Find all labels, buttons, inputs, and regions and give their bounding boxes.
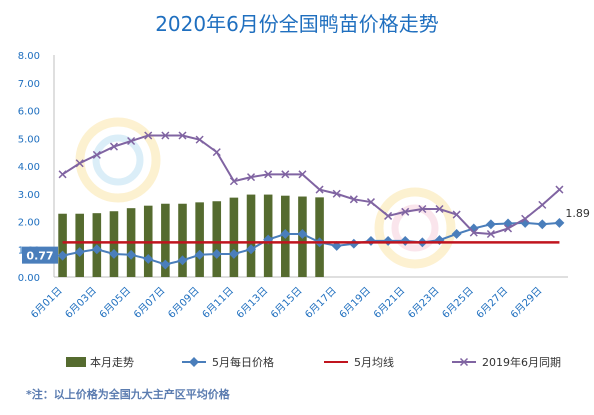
data-point (195, 135, 204, 144)
data-point (469, 228, 478, 237)
x-tick-label: 6月11日 (200, 285, 236, 321)
data-point (451, 229, 462, 239)
data-point (315, 185, 324, 194)
data-point (401, 207, 410, 216)
data-point (281, 170, 290, 179)
legend-label: 本月走势 (90, 355, 134, 369)
data-point (229, 177, 238, 186)
data-point (555, 185, 564, 194)
legend-marker (459, 357, 469, 367)
x-tick-label: 6月17日 (303, 285, 339, 321)
x-tick-label: 6月07日 (131, 285, 167, 321)
data-point (298, 170, 307, 179)
data-point (348, 238, 359, 249)
data-label: 1.89 (565, 207, 590, 220)
data-point (92, 150, 101, 159)
legend-label: 2019年6月同期 (482, 355, 561, 369)
x-tick-label: 6月09日 (166, 285, 202, 321)
bar (229, 197, 239, 277)
legend-label: 5月均线 (354, 355, 394, 369)
footnote: *注：以上价格为全国九大主产区平均价格 (26, 388, 230, 401)
x-tick-label: 6月13日 (234, 285, 270, 321)
bar (315, 197, 324, 277)
x-tick-label: 6月05日 (97, 285, 133, 321)
data-point (75, 159, 84, 168)
data-point (211, 249, 222, 259)
bar (246, 194, 256, 277)
data-point (74, 247, 85, 257)
data-point (247, 173, 256, 182)
legend-marker (189, 357, 199, 367)
data-point (178, 131, 187, 140)
data-point (264, 170, 273, 179)
bar (58, 213, 67, 277)
data-label: 0.77 (26, 250, 53, 263)
data-point (537, 219, 548, 230)
data-point (504, 224, 513, 233)
line-series-2019-line (62, 134, 561, 236)
bar (195, 202, 204, 277)
data-point (366, 235, 376, 246)
data-point (127, 136, 136, 146)
x-tick-label: 6月27日 (474, 285, 510, 321)
x-tick-label: 6月01日 (29, 285, 65, 321)
chart-title: 2020年6月份全国鸭苗价格走势 (155, 12, 439, 36)
y-tick-label: 7.00 (18, 79, 40, 90)
data-point (297, 229, 308, 239)
data-point (91, 244, 102, 255)
x-tick-label: 6月15日 (268, 285, 304, 321)
legend-swatch (66, 357, 86, 367)
data-point (485, 219, 496, 230)
x-tick-label: 6月03日 (63, 285, 99, 321)
bar (75, 213, 84, 277)
y-tick-label: 8.00 (18, 51, 40, 62)
x-tick-label: 6月19日 (337, 285, 373, 321)
data-point (435, 204, 444, 214)
bar (178, 203, 187, 277)
data-point (486, 229, 495, 239)
y-tick-label: 6.00 (18, 107, 40, 118)
data-point (280, 229, 291, 239)
data-label-box (22, 246, 58, 264)
data-point (212, 148, 221, 157)
data-point (452, 210, 461, 219)
x-tick-label: 6月23日 (405, 285, 441, 321)
bar (161, 203, 170, 277)
x-tick-label: 6月29日 (508, 285, 544, 321)
y-tick-label: 4.00 (18, 162, 40, 173)
data-point (366, 198, 375, 207)
bar (109, 211, 119, 277)
data-point (109, 142, 118, 151)
line-series-may-line (62, 221, 560, 266)
data-point (177, 255, 188, 266)
y-tick-label: 0.00 (18, 273, 40, 284)
data-point (228, 249, 239, 259)
data-point (521, 214, 530, 223)
x-tick-label: 6月21日 (371, 285, 407, 321)
data-point (418, 204, 427, 214)
y-tick-label: 2.00 (18, 218, 40, 229)
watermark-logo (75, 117, 456, 269)
data-point (349, 195, 358, 204)
data-point (384, 211, 393, 220)
bar (212, 201, 222, 277)
data-point (554, 217, 565, 228)
data-point (538, 200, 547, 209)
legend-label: 5月每日价格 (212, 355, 274, 369)
data-point (161, 131, 170, 140)
data-point (144, 131, 153, 140)
y-tick-label: 5.00 (18, 134, 40, 145)
data-point (160, 259, 171, 270)
data-point (194, 249, 205, 260)
data-point (58, 170, 67, 179)
y-tick-label: 3.00 (18, 190, 40, 201)
data-point (332, 189, 341, 198)
data-point (246, 244, 256, 255)
x-tick-label: 6月25日 (440, 285, 476, 321)
data-point (143, 254, 154, 264)
